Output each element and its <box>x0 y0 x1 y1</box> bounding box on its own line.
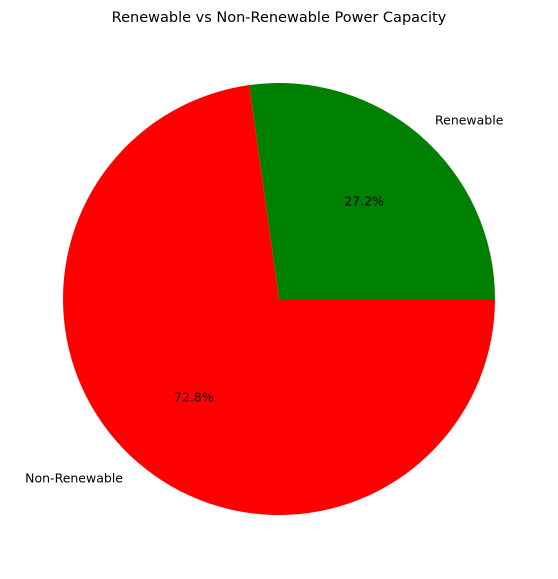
slice-percent-renewable: 27.2% <box>344 194 384 209</box>
slice-label-renewable: Renewable <box>435 112 504 127</box>
slice-percent-non-renewable: 72.8% <box>174 389 214 404</box>
pie-slice-non-renewable <box>63 85 495 515</box>
pie-slices <box>63 83 495 515</box>
pie-labels: Renewable 27.2% Non-Renewable 72.8% <box>25 112 504 485</box>
slice-label-non-renewable: Non-Renewable <box>25 471 123 486</box>
chart-title: Renewable vs Non-Renewable Power Capacit… <box>112 10 447 26</box>
pie-slice-renewable <box>249 83 495 299</box>
